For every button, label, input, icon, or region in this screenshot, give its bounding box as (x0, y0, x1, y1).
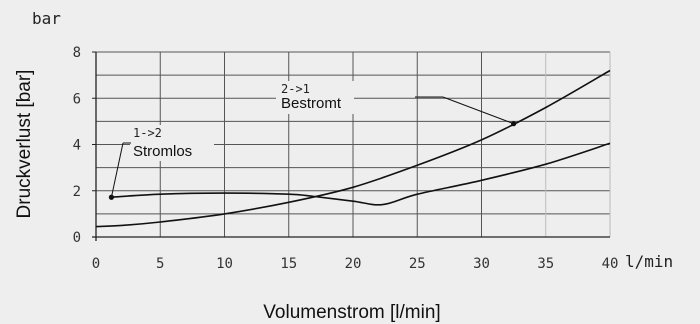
x-tick-label: 30 (473, 256, 490, 272)
y-axis-title: Druckverlust [bar] (14, 70, 35, 219)
y-tick-label: 4 (73, 138, 81, 154)
y-unit-label: bar (32, 9, 61, 28)
x-unit-label: l/min (625, 252, 673, 271)
annotation-2-leader (110, 142, 124, 198)
y-tick-label: 0 (73, 230, 81, 246)
annotation-1-bg (276, 81, 354, 114)
y-tick-label: 6 (73, 91, 81, 107)
y-tick-label: 2 (73, 184, 81, 200)
x-tick-label: 0 (92, 256, 100, 272)
annotation-1-point (511, 121, 517, 127)
series-line-2 (111, 142, 611, 206)
x-tick-label: 35 (537, 256, 554, 272)
x-tick-label: 10 (216, 256, 233, 272)
x-tick-label: 20 (345, 256, 362, 272)
x-tick-label: 40 (602, 256, 619, 272)
grid (96, 51, 611, 237)
axes (92, 51, 610, 241)
annotation-1-text: Bestromt (281, 95, 342, 112)
annotation-1-leader (442, 96, 514, 125)
annotation-2-code: 1->2 (133, 126, 162, 140)
x-axis-title: Volumenstrom [l/min] (263, 302, 440, 323)
x-tick-label: 15 (280, 256, 297, 272)
y-tick-label: 8 (73, 45, 81, 61)
annotation-2-point (108, 194, 115, 200)
x-tick-label: 25 (409, 256, 426, 272)
annotation-2-bg (130, 125, 214, 161)
annotation-1-code: 2->1 (281, 82, 310, 96)
x-tick-label: 5 (156, 256, 164, 272)
annotations (108, 96, 517, 200)
tick-labels: 0 2 4 6 8 0 5 10 15 20 25 30 35 40 (73, 45, 619, 272)
annotation-2-text: Stromlos (133, 143, 192, 160)
